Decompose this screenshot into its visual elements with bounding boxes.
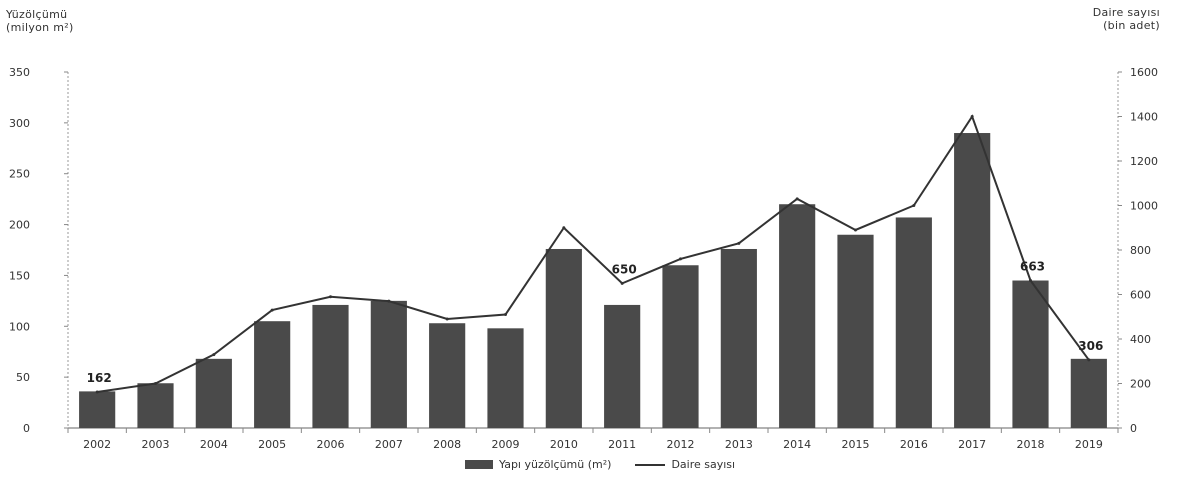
- line-point: [95, 390, 99, 394]
- line-point: [854, 228, 857, 232]
- left-tick-label: 200: [9, 219, 30, 232]
- bar: [837, 234, 874, 428]
- left-tick-label: 100: [9, 320, 30, 333]
- right-tick-label: 1000: [1130, 200, 1158, 213]
- line-point: [737, 241, 741, 245]
- line-point: [970, 115, 974, 118]
- x-tick-label: 2011: [608, 438, 636, 451]
- right-y-axis: 0 200 400 600 800 1000 1200 1400 1600: [1117, 66, 1158, 435]
- left-y-axis: 0 50 100 150 200 250 300 350: [9, 66, 69, 435]
- line-point: [270, 308, 274, 312]
- bar: [779, 204, 816, 428]
- right-axis-title-line2: (bin adet): [1103, 19, 1160, 32]
- line-point: [795, 197, 799, 201]
- left-tick-label: 350: [9, 66, 30, 79]
- legend-line-swatch: [635, 463, 666, 466]
- line-point: [620, 281, 624, 285]
- bar: [429, 323, 466, 428]
- right-tick-label: 400: [1130, 333, 1151, 346]
- line-path: [97, 114, 1090, 393]
- x-tick-label: 2002: [83, 438, 111, 451]
- left-tick-label: 150: [9, 269, 30, 282]
- left-axis-title-line2: (milyon m²): [6, 21, 74, 34]
- x-tick-label: 2013: [725, 438, 753, 451]
- left-tick-label: 300: [9, 117, 30, 130]
- x-tick-label: 2010: [550, 438, 578, 451]
- line-point: [679, 257, 682, 261]
- line-point: [912, 204, 916, 207]
- bar-series: [79, 133, 1107, 428]
- left-tick-label: 50: [16, 371, 30, 384]
- bar: [254, 321, 291, 428]
- data-label: 663: [1020, 259, 1045, 273]
- line-point: [1029, 278, 1032, 282]
- bar: [604, 304, 641, 428]
- x-tick-label: 2008: [433, 438, 461, 451]
- right-tick-label: 1200: [1130, 155, 1158, 168]
- legend-line-label: Daire sayısı: [671, 458, 736, 471]
- bar: [137, 383, 174, 428]
- x-tick-label: 2006: [317, 438, 345, 451]
- x-tick-label: 2018: [1017, 438, 1045, 451]
- legend-bar-label: Yapı yüzölçümü (m²): [499, 458, 612, 471]
- bar: [720, 248, 757, 428]
- x-tick-label: 2003: [142, 438, 170, 451]
- bar: [954, 133, 991, 428]
- right-tick-label: 1400: [1130, 111, 1158, 124]
- bar: [895, 217, 932, 428]
- bar: [487, 328, 524, 428]
- x-tick-label: 2012: [667, 438, 695, 451]
- x-tick-label: 2017: [958, 438, 986, 451]
- data-label: 162: [87, 371, 112, 385]
- right-tick-label: 0: [1130, 422, 1137, 435]
- x-tick-label: 2019: [1075, 438, 1103, 451]
- x-tick-label: 2004: [200, 438, 228, 451]
- bar: [195, 358, 232, 428]
- data-label: 650: [612, 262, 637, 276]
- line-point: [212, 353, 216, 357]
- left-axis-title-line1: Yüzölçümü: [6, 8, 68, 21]
- x-axis: 2002 2003 2004 2005 2006 2007 2008 2009 2010 2011…: [67, 427, 1119, 451]
- line-point: [329, 295, 332, 299]
- bar: [545, 248, 582, 428]
- left-axis-title: Yüzölçümü (milyon m²): [6, 8, 74, 34]
- line-point: [154, 382, 157, 385]
- left-tick-label: 250: [9, 168, 30, 181]
- x-tick-label: 2007: [375, 438, 403, 451]
- right-axis-title: Daire sayısı (bin adet): [1093, 6, 1160, 32]
- line-point: [562, 226, 566, 230]
- x-tick-label: 2015: [842, 438, 870, 451]
- bar: [79, 391, 116, 428]
- legend-bar-swatch: [465, 460, 493, 469]
- right-tick-label: 200: [1130, 378, 1151, 391]
- chart-legend: Yapı yüzölçümü (m²) Daire sayısı: [465, 458, 735, 471]
- x-tick-label: 2016: [900, 438, 928, 451]
- data-label: 306: [1078, 339, 1103, 353]
- right-tick-label: 600: [1130, 289, 1151, 302]
- left-tick-label: 0: [23, 422, 30, 435]
- line-series: [95, 114, 1091, 394]
- line-point: [504, 313, 507, 317]
- bar: [1012, 280, 1049, 428]
- right-axis-title-line1: Daire sayısı: [1092, 6, 1160, 19]
- line-point: [387, 299, 391, 303]
- x-tick-label: 2014: [783, 438, 811, 451]
- x-tick-label: 2005: [258, 438, 286, 451]
- line-point: [445, 317, 449, 321]
- bar: [662, 265, 699, 428]
- right-tick-label: 800: [1130, 244, 1151, 257]
- bar: [1070, 358, 1107, 428]
- x-tick-label: 2009: [492, 438, 520, 451]
- bar: [312, 304, 349, 428]
- line-point: [1087, 358, 1091, 362]
- data-labels: 162 650 663 306: [87, 259, 1104, 384]
- right-tick-label: 1600: [1130, 66, 1158, 79]
- bar: [370, 300, 407, 428]
